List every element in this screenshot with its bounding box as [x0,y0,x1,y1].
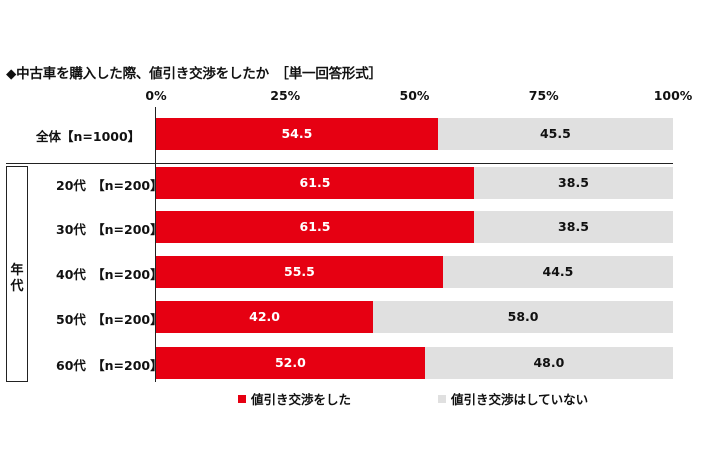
legend-no-swatch [438,394,446,403]
bar-no-2 [473,211,673,243]
age-group-label-text: 年代 [10,263,24,294]
bar-yes-0 [156,118,438,150]
age-group-label: 年代 [7,263,27,295]
bar-yes-label-3: 55.5 [284,264,315,279]
bar-no-label-5: 48.0 [533,355,565,370]
total-separator-line [6,163,673,164]
bar-no-1 [473,167,673,199]
legend-yes-swatch [238,394,246,403]
bar-yes-4 [156,301,374,333]
bar-yes-label-0: 54.5 [281,126,313,141]
bar-no-label-0: 45.5 [539,126,571,141]
bar-yes-label-1: 61.5 [299,175,331,190]
bar-no-3 [442,256,673,288]
row-label-50s: 50代 【n=200】 [56,312,163,327]
legend-yes-label: 値引き交渉をした [251,392,352,407]
bar-yes-label-5: 52.0 [274,355,306,370]
x-tick-0: 0% [145,88,167,103]
axis-line [155,107,156,382]
x-tick-25: 25% [270,88,301,103]
bar-yes-2 [156,211,474,243]
legend-yes: 値引き交渉をした [238,389,351,408]
x-tick-50: 50% [399,88,430,103]
x-tick-100: 100% [653,88,693,103]
chart-title: ◆中古車を購入した際、値引き交渉をしたか ［単一回答形式］ [6,66,382,82]
legend-no-label: 値引き交渉はしていない [451,392,589,407]
row-label-20s: 20代 【n=200】 [56,178,163,193]
bar-no-4 [373,301,673,333]
bar-no-label-4: 58.0 [507,309,539,324]
bar-yes-label-4: 42.0 [249,309,280,324]
bar-yes-1 [156,167,474,199]
row-label-30s: 30代 【n=200】 [56,222,163,237]
bar-yes-label-2: 61.5 [299,219,331,234]
bar-yes-5 [156,347,425,379]
x-tick-75: 75% [528,88,559,103]
row-label-total: 全体【n=1000】 [36,129,141,144]
bar-yes-3 [156,256,443,288]
bar-no-label-3: 44.5 [542,264,574,279]
row-label-60s: 60代 【n=200】 [56,358,163,373]
age-group-box: 年代 [6,166,28,382]
bar-no-0 [437,118,673,150]
legend-no: 値引き交渉はしていない [438,389,588,408]
bar-no-label-1: 38.5 [558,175,589,190]
bar-no-5 [424,347,673,379]
bar-no-label-2: 38.5 [558,219,589,234]
row-label-40s: 40代 【n=200】 [56,267,163,282]
